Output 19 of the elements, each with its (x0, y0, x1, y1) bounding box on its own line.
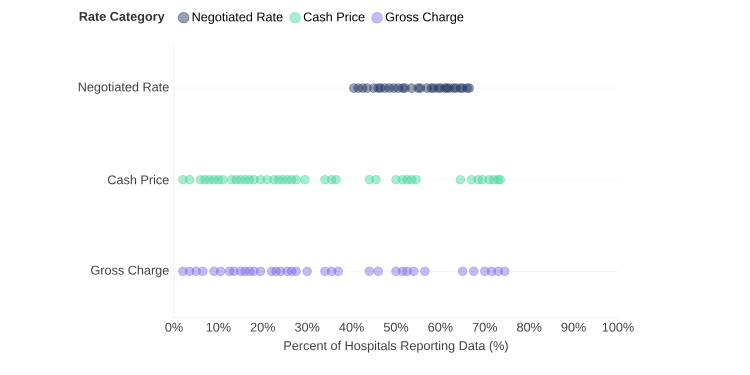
x-tick-label: 80% (517, 322, 542, 332)
x-tick-label: 10% (206, 322, 231, 332)
x-tick-label: 100% (602, 322, 634, 332)
x-axis-title: Percent of Hospitals Reporting Data (%) (284, 340, 508, 353)
x-tick-label: 90% (562, 322, 586, 332)
x-tick-label: 70% (472, 322, 498, 332)
y-tick-label: Cash Price (108, 175, 169, 184)
legend-label: Gross Charge (386, 12, 464, 24)
x-tick-label: 20% (250, 322, 276, 332)
x-tick-label: 60% (428, 322, 453, 332)
legend-label: Cash Price (304, 12, 365, 22)
y-tick-label: Gross Charge (91, 265, 169, 278)
legend-label: Negotiated Rate (192, 12, 283, 24)
x-tick-label: 50% (384, 322, 408, 332)
y-tick-label: Negotiated Rate (78, 82, 169, 94)
x-tick-label: 30% (295, 322, 320, 332)
x-tick-label: 40% (339, 322, 364, 332)
legend-title: Rate Category (80, 12, 165, 24)
x-tick-label: 0% (165, 322, 183, 332)
